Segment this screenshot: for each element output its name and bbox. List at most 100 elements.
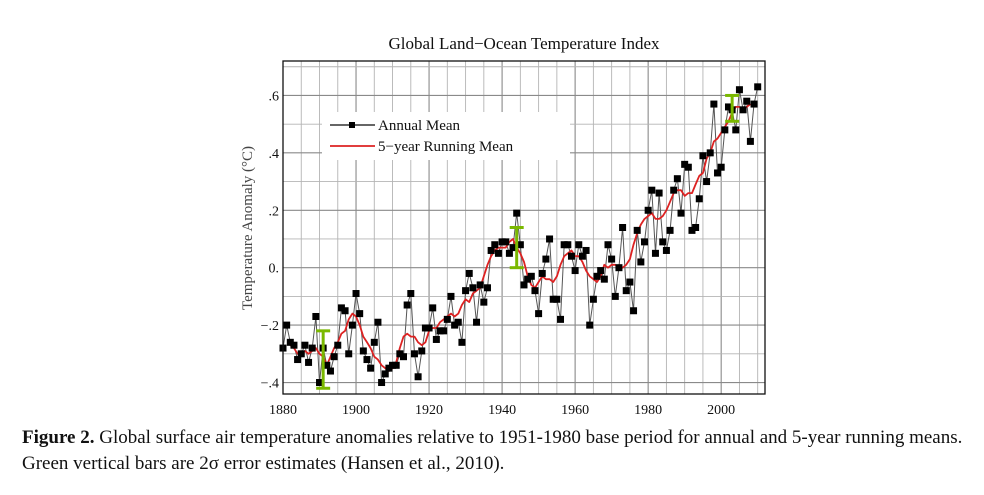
- y-tick-label: .2: [269, 204, 280, 219]
- annual-mean-point: [670, 186, 678, 194]
- annual-mean-point: [305, 358, 313, 366]
- annual-mean-point: [316, 379, 324, 387]
- y-axis-title: Temperature Anomaly (°C): [240, 146, 256, 310]
- annual-mean-point: [498, 238, 506, 246]
- annual-mean-point: [739, 106, 747, 114]
- annual-mean-point: [633, 226, 641, 234]
- annual-mean-point: [443, 315, 451, 323]
- annual-mean-point: [410, 350, 418, 358]
- annual-mean-point: [301, 341, 309, 349]
- annual-mean-point: [476, 281, 484, 289]
- annual-mean-point: [473, 318, 481, 326]
- chart-title: Global Land−Ocean Temperature Index: [389, 34, 660, 53]
- x-tick-label: 1920: [415, 403, 443, 418]
- annual-mean-point: [754, 83, 762, 91]
- annual-mean-point: [290, 341, 298, 349]
- annual-mean-point: [567, 252, 575, 260]
- annual-mean-point: [662, 246, 670, 254]
- annual-mean-point: [619, 224, 627, 231]
- figure-caption: Figure 2. Global surface air temperature…: [22, 425, 972, 477]
- annual-mean-point: [429, 304, 437, 312]
- annual-mean-point: [553, 295, 561, 303]
- annual-mean-point: [732, 126, 740, 134]
- annual-mean-point: [630, 307, 638, 315]
- chart-svg: Global Land−Ocean Temperature Index 1880…: [240, 34, 766, 418]
- annual-mean-point: [648, 186, 656, 194]
- annual-mean-point: [447, 292, 455, 300]
- annual-mean-point: [480, 298, 488, 306]
- annual-mean-point: [483, 284, 491, 292]
- annual-mean-point: [538, 269, 546, 277]
- annual-mean-point: [644, 206, 652, 214]
- legend-annual-label: Annual Mean: [378, 118, 461, 134]
- y-tick-label: 0.: [269, 262, 280, 277]
- annual-mean-point: [345, 350, 353, 358]
- annual-mean-point: [326, 367, 334, 375]
- annual-mean-point: [337, 304, 345, 312]
- annual-mean-point: [487, 246, 495, 254]
- annual-mean-point: [334, 341, 342, 349]
- annual-mean-point: [746, 137, 754, 145]
- annual-mean-point: [703, 178, 711, 186]
- annual-mean-point: [469, 284, 477, 292]
- annual-mean-point: [575, 241, 583, 249]
- annual-mean-point: [706, 149, 714, 157]
- annual-mean-point: [586, 321, 594, 329]
- annual-mean-point: [462, 287, 470, 295]
- annual-mean-point: [560, 241, 568, 249]
- error-bars: [316, 93, 740, 390]
- annual-mean-point: [549, 295, 557, 303]
- annual-mean-point: [297, 350, 305, 358]
- annual-mean-point: [363, 356, 371, 364]
- annual-mean-point: [432, 335, 440, 343]
- annual-mean-point: [524, 275, 532, 283]
- annual-mean-point: [378, 379, 386, 387]
- annual-mean-point: [564, 241, 572, 249]
- annual-mean-point: [491, 241, 499, 249]
- annual-mean-point: [323, 361, 331, 369]
- error-bar: [725, 93, 740, 123]
- annual-mean-point: [527, 272, 535, 280]
- annual-mean-point: [582, 246, 590, 254]
- annual-mean-point: [600, 275, 608, 283]
- series-layer: [279, 83, 762, 387]
- annual-mean-point: [684, 163, 692, 171]
- annual-mean-point: [666, 226, 674, 234]
- annual-mean-point: [695, 195, 703, 203]
- annual-mean-point: [513, 209, 521, 217]
- plot-frame: [282, 60, 766, 395]
- annual-mean-point: [407, 290, 415, 298]
- annual-mean-point: [677, 209, 685, 217]
- y-tick-label: .4: [269, 147, 280, 162]
- annual-mean-point: [381, 370, 389, 378]
- annual-mean-point: [626, 278, 634, 286]
- annual-mean-point: [743, 97, 751, 105]
- annual-mean-point: [724, 103, 732, 111]
- annual-mean-point: [312, 312, 320, 320]
- x-tick-label: 1940: [488, 403, 516, 418]
- annual-mean-point: [688, 226, 696, 234]
- temperature-chart: Global Land−Ocean Temperature Index 1880…: [240, 34, 766, 418]
- annual-mean-point: [389, 361, 397, 369]
- annual-mean-point: [546, 235, 554, 243]
- legend-running-label: 5−year Running Mean: [378, 139, 514, 155]
- annual-mean-point: [655, 189, 663, 197]
- annual-mean-point: [283, 321, 291, 329]
- annual-mean-point: [681, 160, 689, 168]
- annual-mean-point: [509, 244, 517, 252]
- annual-mean-point: [557, 315, 565, 323]
- legend-annual-marker: [349, 122, 355, 128]
- annual-mean-point: [531, 287, 539, 295]
- annual-mean-point: [641, 238, 648, 246]
- annual-mean-point: [516, 241, 524, 249]
- annual-mean-point: [651, 249, 659, 257]
- y-tick-label: −.2: [261, 319, 279, 334]
- annual-mean-point: [494, 249, 502, 257]
- legend: Annual Mean 5−year Running Mean: [322, 112, 570, 160]
- caption-text: Global surface air temperature anomalies…: [22, 427, 963, 474]
- annual-mean-point: [597, 267, 605, 275]
- annual-mean-point: [330, 353, 338, 361]
- annual-mean-point: [370, 338, 378, 346]
- annual-mean-point: [608, 255, 616, 263]
- annual-mean-point: [396, 350, 404, 358]
